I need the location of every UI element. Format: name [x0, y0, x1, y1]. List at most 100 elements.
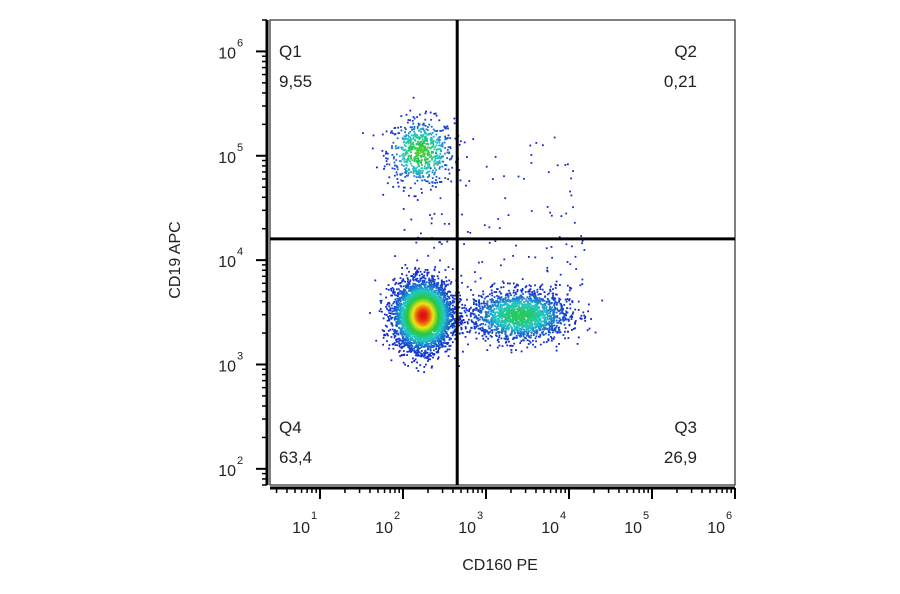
event-point — [525, 319, 527, 322]
event-point — [414, 346, 417, 348]
event-point — [473, 299, 476, 302]
event-point — [449, 325, 452, 328]
event-point — [415, 136, 418, 139]
event-point — [504, 331, 507, 334]
event-point — [394, 344, 397, 346]
event-point — [458, 332, 461, 335]
event-point — [566, 311, 569, 314]
event-point — [594, 331, 597, 334]
event-point — [458, 143, 461, 146]
event-point — [522, 334, 525, 337]
event-point — [403, 295, 405, 298]
event-point — [548, 322, 551, 325]
event-point — [461, 281, 463, 284]
event-point — [451, 294, 454, 297]
event-point — [405, 113, 408, 116]
event-point — [520, 300, 522, 303]
event-point — [403, 229, 406, 231]
event-point — [440, 335, 442, 338]
event-point — [536, 288, 539, 291]
event-point — [489, 286, 492, 288]
event-point — [448, 307, 451, 309]
event-point — [550, 325, 553, 328]
event-point — [380, 299, 383, 302]
event-point — [516, 304, 519, 307]
event-point — [505, 334, 508, 337]
event-point — [393, 331, 396, 334]
event-point — [431, 138, 434, 141]
event-point — [493, 291, 496, 293]
event-point — [419, 172, 421, 174]
event-point — [401, 318, 404, 320]
event-point — [477, 314, 480, 316]
event-point — [521, 278, 524, 280]
event-point — [553, 315, 555, 318]
event-point — [517, 284, 519, 287]
event-point — [533, 315, 536, 318]
event-point — [584, 319, 587, 322]
event-point — [447, 323, 450, 326]
event-point — [501, 331, 504, 333]
event-point — [535, 297, 537, 300]
event-point — [408, 172, 410, 175]
event-point — [555, 304, 558, 306]
event-point — [419, 170, 422, 172]
event-point — [423, 142, 426, 144]
event-point — [512, 338, 514, 340]
event-point — [475, 323, 478, 325]
event-point — [414, 195, 417, 198]
event-point — [458, 291, 460, 294]
event-point — [428, 284, 431, 287]
event-point — [480, 323, 483, 325]
event-point — [443, 287, 446, 290]
event-point — [407, 302, 409, 305]
event-point — [453, 329, 456, 332]
event-point — [402, 141, 405, 144]
event-point — [447, 291, 449, 293]
event-point — [452, 318, 455, 321]
event-point — [501, 280, 504, 283]
event-point — [563, 316, 566, 318]
event-point — [588, 303, 590, 306]
event-point — [402, 326, 405, 328]
event-point — [405, 167, 408, 169]
event-point — [425, 345, 428, 347]
event-point — [512, 255, 514, 257]
event-point — [526, 322, 529, 324]
event-point — [453, 311, 456, 314]
event-point — [516, 323, 519, 326]
event-point — [418, 123, 421, 126]
event-point — [495, 300, 497, 302]
event-point — [518, 329, 520, 332]
event-point — [445, 325, 447, 327]
event-point — [434, 342, 437, 344]
event-point — [437, 357, 439, 360]
event-point — [409, 335, 412, 337]
event-point — [541, 328, 544, 331]
event-point — [432, 278, 435, 281]
event-point — [430, 157, 433, 160]
event-point — [418, 129, 420, 132]
event-point — [512, 319, 514, 322]
event-point — [433, 112, 436, 115]
event-point — [572, 206, 574, 209]
event-point — [413, 276, 416, 279]
event-point — [460, 323, 463, 326]
event-point — [485, 311, 488, 314]
event-point — [566, 298, 569, 300]
event-point — [422, 135, 424, 138]
event-point — [408, 132, 410, 135]
event-point — [407, 346, 409, 348]
event-point — [453, 320, 456, 322]
event-point — [535, 303, 538, 305]
event-point — [481, 326, 484, 329]
event-point — [489, 344, 492, 347]
event-point — [431, 158, 433, 161]
event-point — [512, 289, 515, 292]
event-point — [458, 169, 461, 171]
event-point — [581, 242, 583, 245]
event-point — [433, 282, 435, 285]
event-point — [432, 135, 435, 138]
event-point — [434, 298, 437, 301]
event-point — [541, 331, 543, 334]
